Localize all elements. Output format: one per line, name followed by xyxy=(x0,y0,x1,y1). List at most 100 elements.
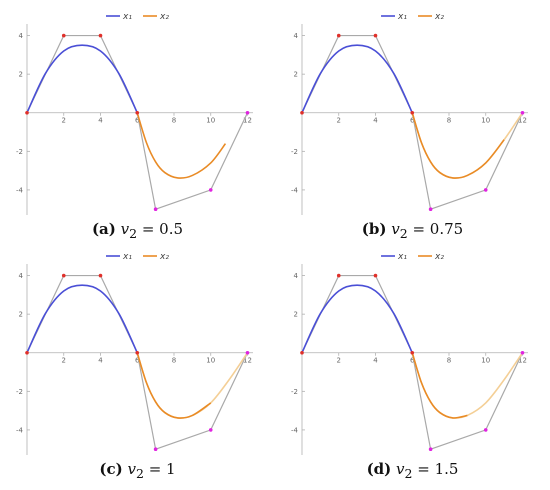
caption-b-label: (b) xyxy=(361,220,387,238)
caption-d-var: v xyxy=(396,460,405,478)
control-point-1-c xyxy=(25,350,29,355)
x-tick-label-b: 2 xyxy=(337,117,341,125)
x-tick-label-b: 8 xyxy=(447,117,451,125)
chart-d-svg: 2 4 6 8 10 12 -4 -2 2 4 x₁ x₂ xyxy=(291,252,528,455)
control-point-1-d xyxy=(336,273,341,278)
y-tick-label-d: -2 xyxy=(291,388,298,396)
y-tick-label-d: 2 xyxy=(294,311,298,319)
series-x2-curve-faded-d xyxy=(411,352,524,419)
x-tick-label-b: 10 xyxy=(481,117,490,125)
legend-x2-label-d: x₂ xyxy=(434,252,444,262)
x-tick-label-a: 4 xyxy=(98,117,103,125)
control-point-1-c xyxy=(61,273,66,278)
caption-b: (b) v2 = 0.75 xyxy=(275,220,550,241)
series-x2-curve-b xyxy=(411,112,505,179)
legend-x1-label-c: x₁ xyxy=(122,252,132,262)
x-tick-label-d: 2 xyxy=(337,357,341,365)
control-point-2-a xyxy=(153,207,158,212)
caption-c-rhs: = 1 xyxy=(143,460,176,478)
control-polygon-1-c xyxy=(26,274,138,354)
y-tick-label-a: -2 xyxy=(16,148,23,156)
caption-a-var: v xyxy=(120,220,130,238)
control-point-1-b xyxy=(410,110,415,115)
control-point-2-a xyxy=(208,188,213,192)
series-x2-curve-a xyxy=(136,112,227,179)
x-tick-label-d: 10 xyxy=(481,357,490,365)
chart-panel-a: 2 4 6 8 10 12 -4 -2 2 4 x₁ x₂ (a) v2 = 0.5 xyxy=(0,0,275,245)
control-point-1-a xyxy=(25,110,29,115)
control-point-2-a xyxy=(245,110,250,115)
legend-x1-label-b: x₁ xyxy=(397,12,407,22)
control-point-1-d xyxy=(410,350,415,355)
series-x1-curve-b xyxy=(301,44,413,114)
x-tick-label-d: 4 xyxy=(373,357,378,365)
chart-panel-c: 2 4 6 8 10 12 -4 -2 2 4 x₁ x₂ (c) v2 = 1 xyxy=(0,240,275,485)
y-tick-label-c: -4 xyxy=(16,426,24,434)
legend-x2-label-c: x₂ xyxy=(159,252,169,262)
control-point-1-a xyxy=(135,110,140,115)
control-point-2-d xyxy=(428,447,433,452)
y-tick-label-b: -4 xyxy=(291,186,299,194)
x-tick-label-a: 12 xyxy=(243,117,252,125)
x-tick-label-c: 4 xyxy=(98,357,103,365)
caption-c: (c) v2 = 1 xyxy=(0,460,275,481)
series-x2-curve-faded-c xyxy=(136,352,249,419)
chart-a-svg: 2 4 6 8 10 12 -4 -2 2 4 x₁ x₂ xyxy=(16,12,253,215)
legend-x1-label-d: x₁ xyxy=(397,252,407,262)
y-tick-label-a: 2 xyxy=(19,71,23,79)
caption-d-sub: 2 xyxy=(404,466,413,481)
x-tick-label-d: 8 xyxy=(447,357,451,365)
y-tick-label-c: 2 xyxy=(19,311,23,319)
x-tick-label-b: 6 xyxy=(410,117,415,125)
x-tick-label-a: 8 xyxy=(172,117,176,125)
chart-c-svg: 2 4 6 8 10 12 -4 -2 2 4 x₁ x₂ xyxy=(16,252,253,455)
caption-d: (d) v2 = 1.5 xyxy=(275,460,550,481)
y-tick-label-b: 2 xyxy=(294,71,298,79)
caption-d-rhs: = 1.5 xyxy=(412,460,459,478)
series-x1-curve-a xyxy=(26,44,138,114)
control-polygon-2-c xyxy=(136,352,249,451)
x-tick-label-a: 10 xyxy=(206,117,215,125)
y-tick-label-d: -4 xyxy=(291,426,299,434)
x-tick-label-b: 12 xyxy=(518,117,527,125)
control-point-2-b xyxy=(483,188,488,192)
control-point-2-d xyxy=(483,428,488,432)
control-polygon-2-a xyxy=(136,112,249,211)
control-point-1-b xyxy=(336,33,341,38)
caption-b-sub: 2 xyxy=(399,226,408,241)
legend-x2-label-a: x₂ xyxy=(159,12,169,22)
control-polygon-1-b xyxy=(301,34,413,114)
caption-a: (a) v2 = 0.5 xyxy=(0,220,275,241)
control-point-2-d xyxy=(520,350,525,355)
chart-panel-d: 2 4 6 8 10 12 -4 -2 2 4 x₁ x₂ (d) v2 = 1.5 xyxy=(275,240,550,485)
control-point-1-d xyxy=(300,350,304,355)
control-point-1-c xyxy=(98,273,103,278)
control-point-1-b xyxy=(373,33,378,38)
control-point-1-c xyxy=(135,350,140,355)
y-tick-label-c: -2 xyxy=(16,388,23,396)
series-x2-curve-faded-b xyxy=(411,112,524,179)
caption-c-sub: 2 xyxy=(135,466,144,481)
chart-b-svg: 2 4 6 8 10 12 -4 -2 2 4 x₁ x₂ xyxy=(291,12,528,215)
y-tick-label-b: -2 xyxy=(291,148,298,156)
x-tick-label-a: 6 xyxy=(135,117,140,125)
caption-b-rhs: = 0.75 xyxy=(407,220,464,238)
caption-a-label: (a) xyxy=(91,220,116,238)
x-tick-label-b: 4 xyxy=(373,117,378,125)
control-point-2-c xyxy=(245,350,250,355)
control-point-2-c xyxy=(153,447,158,452)
y-tick-label-a: 4 xyxy=(19,32,24,40)
caption-a-sub: 2 xyxy=(129,226,138,241)
chart-panel-b: 2 4 6 8 10 12 -4 -2 2 4 x₁ x₂ (b) v2 = 0.75 xyxy=(275,0,550,245)
legend-x1-label-a: x₁ xyxy=(122,12,132,22)
x-tick-label-c: 2 xyxy=(62,357,66,365)
y-tick-label-b: 4 xyxy=(294,32,299,40)
control-point-2-b xyxy=(428,207,433,212)
series-x2-curve-d xyxy=(411,352,468,419)
control-point-1-d xyxy=(373,273,378,278)
legend-x2-label-b: x₂ xyxy=(434,12,444,22)
caption-d-label: (d) xyxy=(366,460,392,478)
control-point-1-a xyxy=(98,33,103,38)
x-tick-label-a: 2 xyxy=(62,117,66,125)
series-x1-curve-c xyxy=(26,284,138,354)
